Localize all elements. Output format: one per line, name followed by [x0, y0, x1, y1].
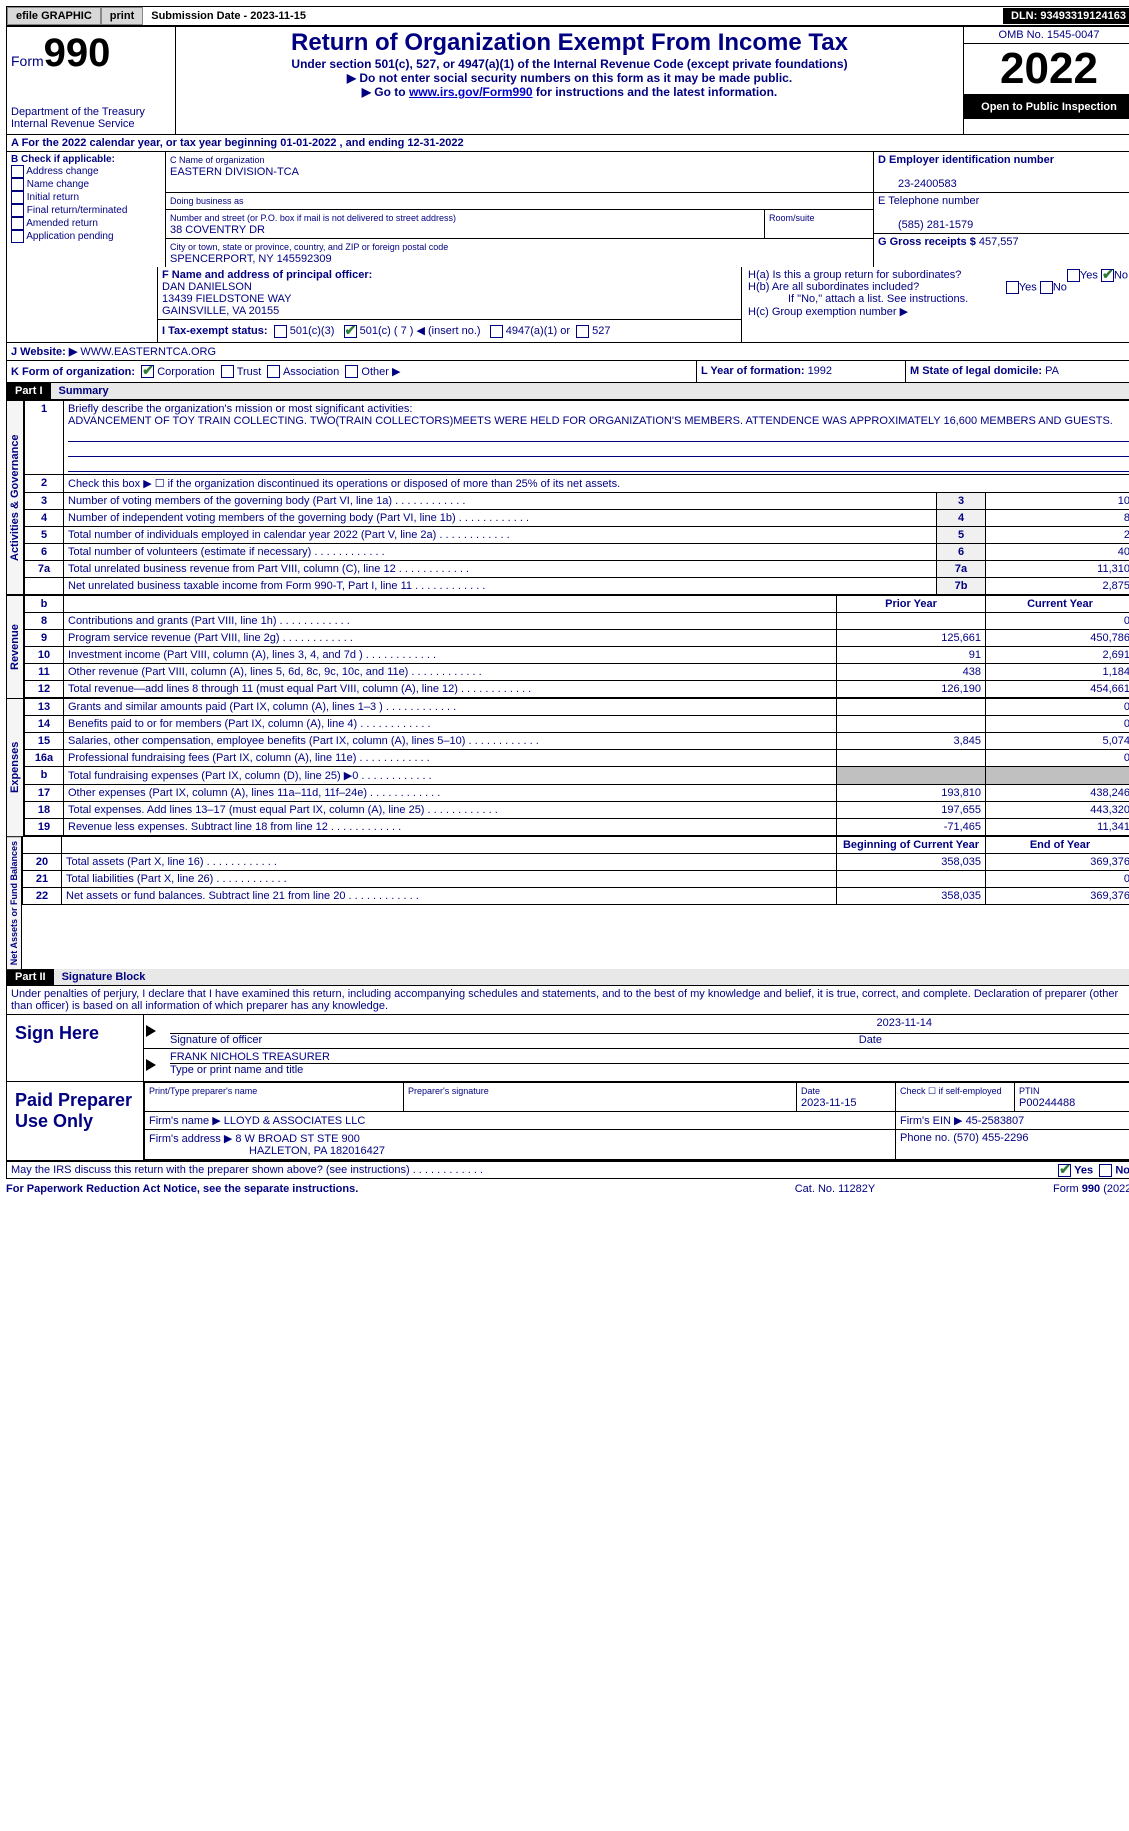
submission-date: Submission Date - 2023-11-15 [143, 8, 314, 24]
efile-label: efile GRAPHIC [7, 7, 101, 25]
part1-body: Activities & Governance 1 Briefly descri… [6, 400, 1129, 595]
irs-link[interactable]: www.irs.gov/Form990 [409, 85, 533, 99]
governance-table: 1 Briefly describe the organization's mi… [24, 400, 1129, 595]
discuss-line: May the IRS discuss this return with the… [6, 1162, 1129, 1179]
form-title: Return of Organization Exempt From Incom… [182, 29, 957, 57]
col-c: C Name of organizationEASTERN DIVISION-T… [166, 152, 873, 267]
subtitle-1: Under section 501(c), 527, or 4947(a)(1)… [182, 57, 957, 71]
sign-here-section: Sign Here 2023-11-14Signature of officer… [6, 1015, 1129, 1162]
sig-declaration: Under penalties of perjury, I declare th… [6, 986, 1129, 1015]
open-public: Open to Public Inspection [964, 95, 1129, 119]
vlabel-revenue: Revenue [6, 595, 24, 698]
vlabel-expenses: Expenses [6, 698, 24, 836]
form-header: Form990 Department of the Treasury Inter… [6, 26, 1129, 135]
line-a: A For the 2022 calendar year, or tax yea… [6, 135, 1129, 152]
section-fhi: F Name and address of principal officer:… [6, 267, 1129, 343]
omb-number: OMB No. 1545-0047 [964, 27, 1129, 44]
col-defg: D Employer identification number23-24005… [873, 152, 1129, 267]
revenue-table: bPrior YearCurrent Year 8Contributions a… [24, 595, 1129, 698]
part1-header: Part I Summary [6, 383, 1129, 400]
line-j: J Website: ▶ WWW.EASTERNTCA.ORG [6, 343, 1129, 361]
vlabel-governance: Activities & Governance [6, 400, 24, 595]
line-klm: K Form of organization: Corporation Trus… [6, 361, 1129, 384]
dln: DLN: 93493319124163 [1003, 8, 1129, 24]
part2-header: Part II Signature Block [6, 969, 1129, 986]
top-bar: efile GRAPHIC print Submission Date - 20… [6, 6, 1129, 26]
page-footer: For Paperwork Reduction Act Notice, see … [6, 1179, 1129, 1195]
subtitle-2: ▶ Do not enter social security numbers o… [182, 71, 957, 85]
expenses-table: 13Grants and similar amounts paid (Part … [24, 698, 1129, 836]
print-button[interactable]: print [101, 7, 143, 25]
subtitle-3: ▶ Go to www.irs.gov/Form990 for instruct… [182, 85, 957, 99]
col-b: B Check if applicable: Address change Na… [7, 152, 166, 267]
section-bcdefg: B Check if applicable: Address change Na… [6, 152, 1129, 267]
tax-year: 2022 [964, 44, 1129, 95]
dept-treasury: Department of the Treasury [11, 106, 171, 118]
form-number: Form990 [11, 31, 171, 76]
irs-label: Internal Revenue Service [11, 118, 171, 130]
vlabel-netassets: Net Assets or Fund Balances [6, 836, 22, 969]
netassets-table: Beginning of Current YearEnd of Year 20T… [22, 836, 1129, 905]
